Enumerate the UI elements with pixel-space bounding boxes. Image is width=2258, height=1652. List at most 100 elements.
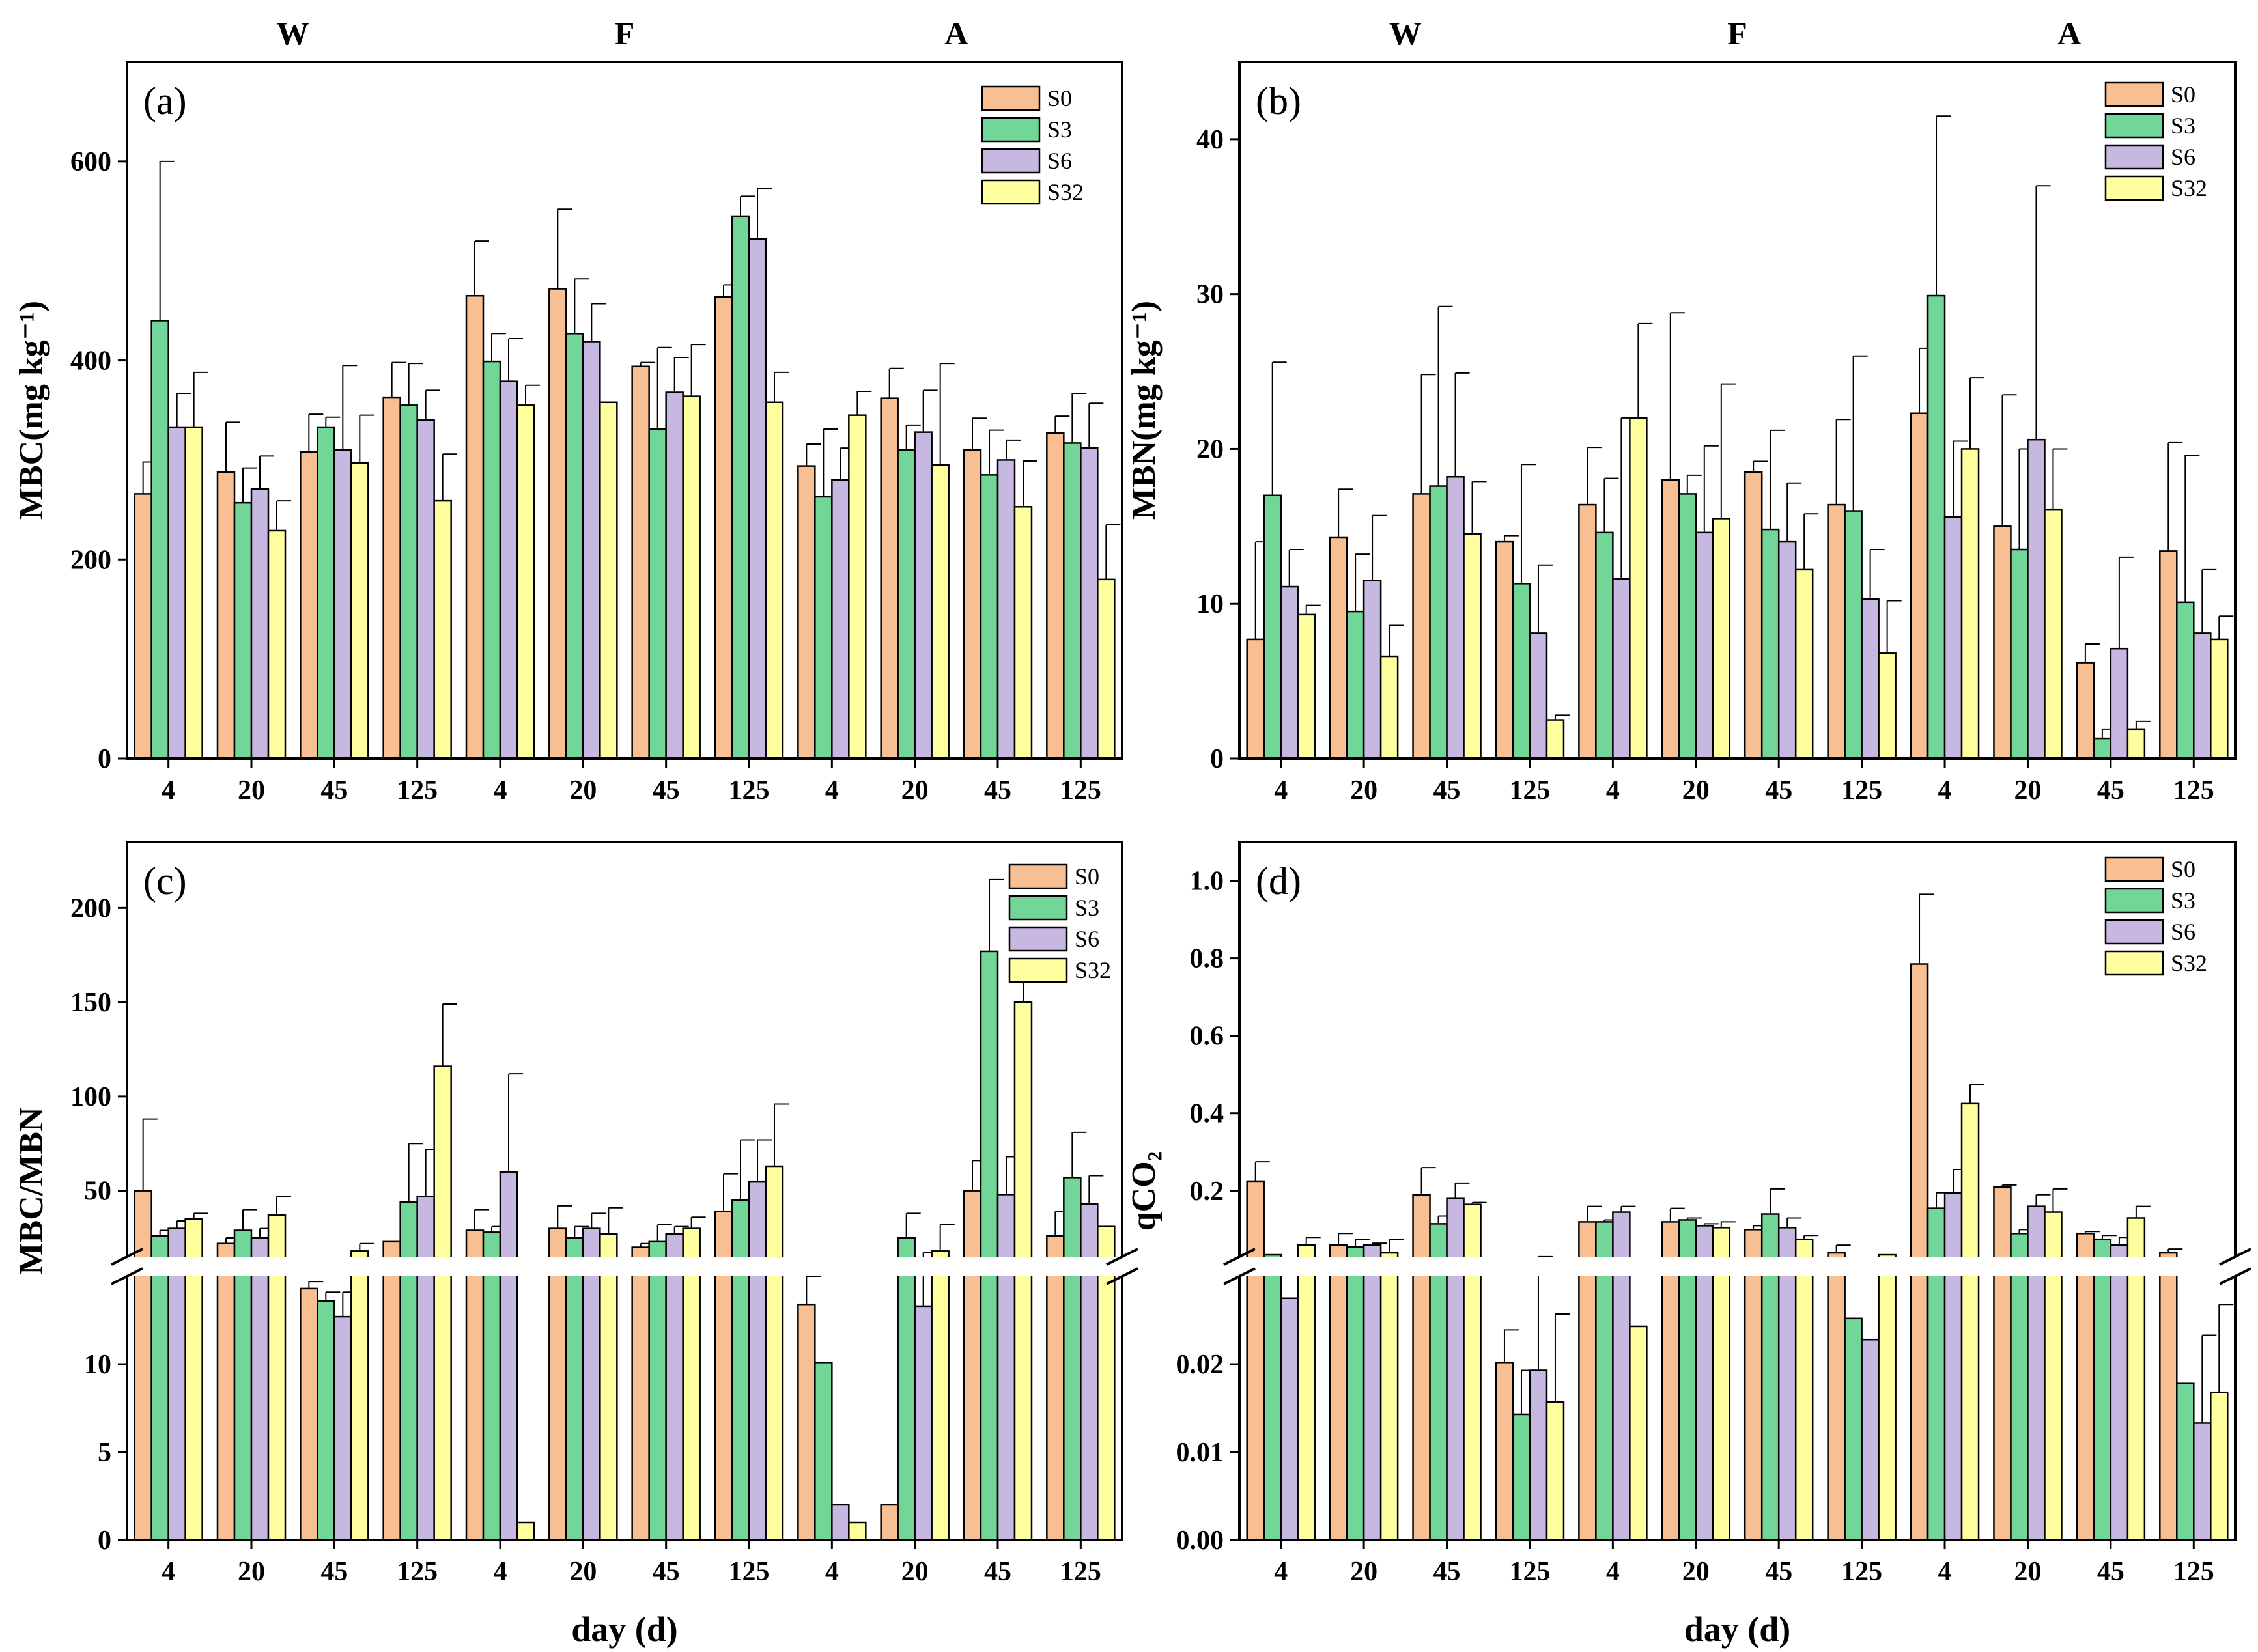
bar-S3-W-20 [233,1229,253,1541]
legend-swatch-S3 [2104,888,2164,914]
bar-S3-F-125 [731,1199,750,1541]
bar-S32-A-4 [848,1521,867,1541]
bar-S32-F-45 [1794,568,1814,760]
panel-d: 0.00 0.01 0.02 0.2 0.4 0.6 0.8 1.0 4 20 45 125 4 20 45… [1125,841,2251,1649]
bar-S0-W-125 [382,1240,401,1541]
bar-S32-F-4 [1629,417,1648,760]
legend-swatch-S3 [2104,113,2164,139]
y-tick-label: 1.0 [1190,867,1224,897]
bar-S3-W-20 [1346,1246,1365,1541]
bar-S3-F-125 [1844,510,1863,760]
bar-S32-W-125 [1545,719,1565,760]
bar-S6-F-125 [748,1180,767,1541]
x-tick-label: 45 [320,1557,348,1587]
bar-S3-W-125 [399,1201,418,1541]
x-tick-label: 125 [1060,1557,1101,1587]
legend-label-S0: S0 [1075,863,1099,889]
bar-S0-A-125 [1046,1235,1065,1541]
x-tick-label: 4 [825,776,839,805]
x-tick-label: 4 [1606,776,1620,805]
legend-swatch-S32 [2104,950,2164,976]
bar-S0-A-20 [880,397,899,760]
bar-S6-A-4 [1943,516,1963,760]
break-mark [111,1248,143,1266]
bar-S0-F-20 [548,288,567,760]
y-tick-label: 30 [1196,280,1224,310]
legend-label-S3: S3 [2171,888,2195,914]
x-tick-label: 20 [901,776,929,805]
x-tick-label: 4 [1938,776,1952,805]
bar-S0-A-125 [2159,550,2178,760]
x-tick-label: 4 [494,1557,507,1587]
season-label-F: F [1727,15,1747,51]
bar-S0-W-20 [1329,536,1348,760]
legend-label-S3: S3 [1075,895,1099,921]
bar-S6-A-45 [2110,1244,2129,1541]
bar-S6-F-20 [582,341,601,760]
bar-S32-A-45 [1013,506,1033,760]
bar-S0-A-45 [963,1190,982,1541]
x-tick-label: 45 [653,776,680,805]
bar-S6-A-4 [1943,1192,1963,1541]
y-tick-label: 600 [70,147,111,177]
bar-S6-F-4 [499,380,518,760]
bar-S32-F-20 [1712,518,1731,760]
bar-S3-A-4 [1926,294,1946,760]
legend-swatch-S6 [1008,926,1068,952]
bar-S0-W-20 [216,1242,236,1541]
bar-S3-A-125 [2176,601,2195,760]
bar-S32-A-20 [931,464,950,760]
legend-swatch-S6 [2104,919,2164,945]
legend-swatch-S6 [2104,144,2164,170]
x-tick-label: 45 [1765,776,1792,805]
bar-S0-F-4 [465,294,485,760]
y-tick-label: 0.02 [1176,1350,1224,1380]
y-tick-label: 0.4 [1190,1099,1224,1129]
bar-S32-A-125 [1097,1225,1116,1541]
x-tick-label: 4 [1274,1557,1288,1587]
bar-S3-A-20 [2010,548,2029,760]
bar-S3-W-45 [317,1300,335,1541]
bar-S0-W-125 [1495,1362,1514,1541]
bar-S6-F-45 [665,391,684,760]
legend-label-S3: S3 [2171,113,2195,139]
panel-label: (b) [1256,79,1301,122]
break-mark [1223,1248,1256,1266]
legend-swatch-S0 [1008,863,1068,889]
y-tick-label: 10 [84,1350,111,1380]
season-label-A: A [944,15,968,51]
bar-S32-F-45 [682,395,701,760]
bar-S32-W-4 [1297,613,1316,760]
bar-S32-W-125 [433,499,452,760]
bar-S3-W-4 [150,320,169,760]
x-tick-label: 20 [238,1557,265,1587]
x-tick-label: 125 [397,776,438,805]
y-tick-label: 0.00 [1176,1526,1224,1556]
bar-S3-A-20 [897,449,916,760]
x-tick-label: 45 [984,1557,1011,1587]
break-mark [2219,1267,2251,1285]
bar-S32-A-125 [2210,638,2229,760]
plot-frame-lower [1238,1276,2237,1541]
plot-frame [1238,61,2237,760]
bar-S0-W-45 [300,451,318,760]
bar-S3-W-45 [1429,1223,1448,1541]
bar-S0-W-125 [1495,540,1514,760]
legend-label-S0: S0 [2171,856,2195,882]
legend-label-S32: S32 [1047,179,1084,205]
bar-S6-W-20 [1362,580,1382,760]
bar-S0-A-4 [1910,963,1929,1541]
bar-S0-A-45 [2076,1233,2095,1541]
bar-S6-F-45 [665,1233,684,1541]
legend-label-S32: S32 [2171,175,2207,201]
bar-S32-A-4 [848,414,867,760]
bar-S6-W-125 [1529,632,1548,760]
bar-S6-W-125 [416,1196,435,1541]
x-tick-label: 45 [2097,1557,2124,1587]
x-tick-label: 20 [1350,776,1377,805]
bar-S6-W-125 [1529,1369,1548,1541]
bar-S3-W-4 [1263,1253,1282,1541]
bar-S6-F-4 [499,1171,518,1541]
bar-S32-W-4 [184,426,203,760]
bar-S3-A-4 [814,496,833,760]
